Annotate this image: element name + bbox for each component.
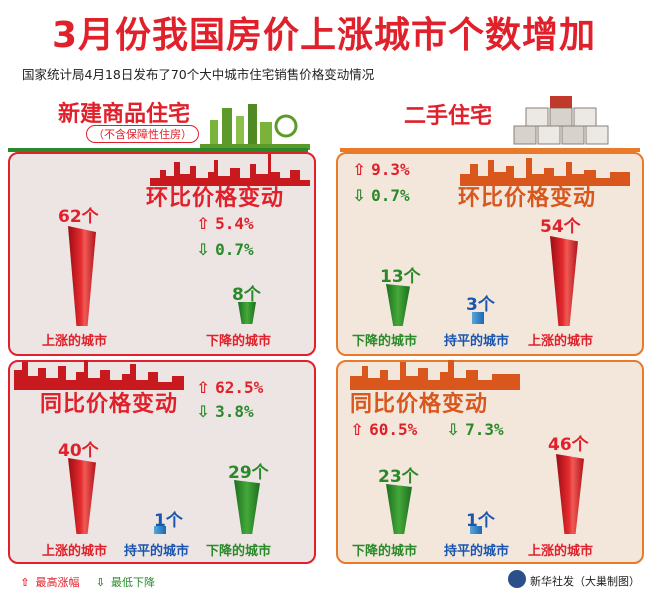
arrow-up-outline-icon: ⇧: [20, 576, 30, 589]
second-hand-yoy-panel: [336, 360, 644, 564]
second-hand-yoy-flat-label: 持平的城市: [444, 544, 510, 559]
second-hand-yoy-down-label: 下降的城市: [352, 544, 418, 559]
new-homes-mom-max-fall: ⇩ 0.7%: [196, 240, 254, 259]
new-homes-mom-down-count: 8个: [232, 285, 261, 305]
new-homes-yoy-up-count: 40个: [58, 441, 99, 461]
new-homes-ribbon: [8, 148, 308, 152]
second-hand-mom-flat-bar: [472, 312, 484, 324]
arrow-up-outline-icon: ⇧: [196, 214, 210, 233]
second-hand-mom-up-label: 上涨的城市: [528, 334, 594, 349]
new-homes-yoy-up-label: 上涨的城市: [42, 544, 108, 559]
arrow-up-outline-icon: ⇧: [196, 378, 210, 397]
credit: 新华社发（大巢制图）: [530, 575, 640, 588]
orange-skyline-icon: [460, 158, 630, 186]
legend: ⇧ 最高涨幅 ⇩ 最低下降: [18, 574, 155, 590]
new-homes-mom-up-label: 上涨的城市: [42, 334, 108, 349]
new-homes-mom-down-label: 下降的城市: [206, 334, 272, 349]
second-hand-yoy-title: 同比价格变动: [350, 392, 489, 417]
second-hand-mom-flat-label: 持平的城市: [444, 334, 510, 349]
new-homes-yoy-flat-label: 持平的城市: [124, 544, 190, 559]
second-hand-mom-up-count: 54个: [540, 217, 581, 237]
arrow-down-outline-icon: ⇩: [196, 402, 210, 421]
second-hand-mom-down-count: 13个: [380, 267, 421, 287]
arrow-up-outline-icon: ⇧: [352, 160, 366, 179]
second-hand-yoy-up-count: 46个: [548, 435, 589, 455]
new-homes-yoy-down-label: 下降的城市: [206, 544, 272, 559]
second-hand-yoy-down-count: 23个: [378, 467, 419, 487]
xinhua-logo-icon: [508, 570, 526, 588]
new-homes-mom-down-bar: [238, 302, 256, 324]
second-hand-mom-max-fall: ⇩ 0.7%: [352, 186, 410, 205]
red-skyline-icon: [14, 360, 184, 390]
new-homes-yoy-panel: [8, 360, 316, 564]
new-homes-heading: 新建商品住宅: [58, 96, 190, 128]
second-hand-mom-title: 环比价格变动: [458, 186, 597, 211]
stacked-houses-icon: [513, 96, 609, 145]
new-homes-yoy-down-count: 29个: [228, 463, 269, 483]
new-homes-yoy-max-fall: ⇩ 3.8%: [196, 402, 254, 421]
page-subtitle: 国家统计局4月18日发布了70个大中城市住宅销售价格变动情况: [22, 67, 375, 82]
new-homes-yoy-flat-bar: [154, 526, 166, 534]
second-hand-yoy-max-fall: ⇩ 7.3%: [446, 420, 504, 439]
new-homes-mom-title: 环比价格变动: [146, 186, 285, 211]
red-skyline-icon: [150, 154, 310, 186]
legend-max-rise: 最高涨幅: [35, 576, 80, 589]
arrow-down-outline-icon: ⇩: [196, 240, 210, 259]
new-homes-yoy-max-rise: ⇧ 62.5%: [196, 378, 264, 397]
green-skyline-icon: [200, 104, 310, 150]
second-hand-mom-panel: [336, 152, 644, 356]
second-hand-yoy-up-label: 上涨的城市: [528, 544, 594, 559]
page-title: 3月份我国房价上涨城市个数增加: [51, 15, 597, 56]
new-homes-mom-panel: [8, 152, 316, 356]
arrow-down-outline-icon: ⇩: [352, 186, 366, 205]
legend-max-fall: 最低下降: [111, 576, 155, 589]
second-hand-mom-max-rise: ⇧ 9.3%: [352, 160, 410, 179]
new-homes-mom-max-rise: ⇧ 5.4%: [196, 214, 254, 233]
arrow-up-outline-icon: ⇧: [350, 420, 364, 439]
second-hand-mom-down-label: 下降的城市: [352, 334, 418, 349]
second-hand-mom-flat-count: 3个: [466, 295, 495, 315]
second-hand-ribbon: [340, 148, 640, 152]
second-hand-yoy-flat-bar: [470, 526, 482, 534]
new-homes-title: 新建商品住宅: [58, 102, 191, 127]
new-homes-note: （不含保障性住房）: [86, 125, 199, 143]
orange-skyline-icon: [350, 360, 520, 390]
second-hand-yoy-max-rise: ⇧ 60.5%: [350, 420, 418, 439]
arrow-down-outline-icon: ⇩: [446, 420, 460, 439]
new-homes-yoy-title: 同比价格变动: [40, 392, 179, 417]
arrow-down-outline-icon: ⇩: [95, 576, 106, 589]
second-hand-title: 二手住宅: [404, 104, 493, 129]
new-homes-mom-up-count: 62个: [58, 207, 99, 227]
